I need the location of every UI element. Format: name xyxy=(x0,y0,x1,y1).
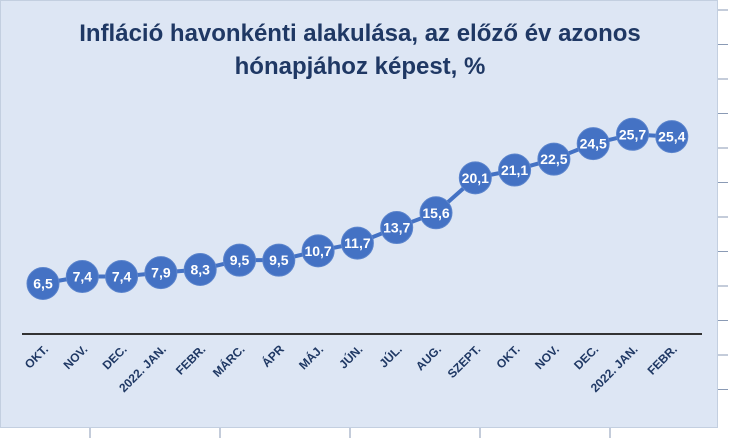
data-label: 24,5 xyxy=(580,136,607,152)
x-tick-label: MÁRC. xyxy=(209,342,247,380)
bottom-margin-strip xyxy=(0,428,730,438)
data-label: 9,5 xyxy=(269,252,289,268)
x-tick-label: FEBR. xyxy=(645,342,680,377)
data-point xyxy=(458,161,492,195)
data-point xyxy=(655,120,689,154)
data-label: 9,5 xyxy=(230,252,250,268)
x-tick-label: DEC. xyxy=(571,342,601,372)
data-label: 25,7 xyxy=(619,126,646,142)
x-tick-label: JÚL. xyxy=(376,342,405,371)
x-tick-label: NOV. xyxy=(532,342,562,372)
data-point xyxy=(576,127,610,161)
x-tick-label: JÚN. xyxy=(336,342,366,372)
data-point xyxy=(262,243,296,277)
data-point xyxy=(498,153,532,187)
x-tick-label: NOV. xyxy=(61,342,91,372)
x-tick-label: OKT. xyxy=(493,342,522,371)
data-label: 8,3 xyxy=(190,262,210,278)
data-label: 10,7 xyxy=(304,243,331,259)
data-label: 13,7 xyxy=(383,220,410,236)
data-point xyxy=(105,260,139,294)
data-point xyxy=(223,243,256,277)
series-line xyxy=(42,132,672,286)
data-point xyxy=(537,142,571,176)
data-point xyxy=(380,211,414,245)
x-tick-label: FEBR. xyxy=(173,342,208,377)
x-tick-label: DEC. xyxy=(100,342,130,372)
data-point xyxy=(301,234,335,268)
data-label: 7,4 xyxy=(73,269,93,285)
right-margin-strip xyxy=(718,0,730,438)
data-point xyxy=(65,260,99,294)
data-point xyxy=(616,117,649,151)
x-tick-label: MÁJ. xyxy=(295,342,326,373)
data-point xyxy=(183,253,217,287)
data-label: 25,4 xyxy=(658,129,685,145)
data-point xyxy=(340,226,374,260)
chart-title-line1: Infláció havonkénti alakulása, az előző … xyxy=(79,20,641,47)
x-tick-label: OKT. xyxy=(22,342,51,371)
data-label: 15,6 xyxy=(422,205,449,221)
x-tick-label: SZEPT. xyxy=(445,342,484,381)
x-tick-label: ÁPR xyxy=(258,341,287,370)
data-point xyxy=(419,196,453,230)
data-label: 7,4 xyxy=(112,269,132,285)
data-label: 20,1 xyxy=(462,170,489,186)
data-point xyxy=(144,256,178,290)
chart-area: Infláció havonkénti alakulása, az előző … xyxy=(0,0,718,428)
x-tick-label: AUG. xyxy=(413,342,444,373)
data-label: 11,7 xyxy=(344,235,371,251)
data-label: 22,5 xyxy=(540,151,567,167)
data-label: 7,9 xyxy=(151,265,171,281)
data-label: 21,1 xyxy=(501,162,528,178)
data-label: 6,5 xyxy=(33,275,53,291)
data-point xyxy=(26,266,60,300)
chart-title-line2: hónapjához képest, % xyxy=(234,53,486,80)
